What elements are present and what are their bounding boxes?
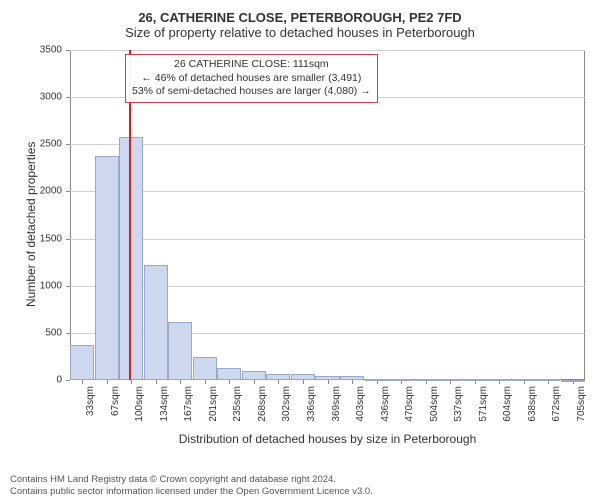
xtick-label: 134sqm	[159, 386, 170, 431]
histogram-bar	[561, 380, 585, 382]
histogram-bar	[95, 156, 119, 380]
histogram-bar	[70, 345, 94, 380]
ytick-label: 3000	[32, 92, 62, 103]
annotation-line3: 53% of semi-detached houses are larger (…	[132, 85, 371, 99]
histogram-bar	[487, 379, 511, 381]
xtick-mark	[352, 380, 353, 384]
ytick-label: 2500	[32, 139, 62, 150]
histogram-bar	[168, 322, 192, 380]
grid-line	[70, 50, 585, 51]
footer-copyright: Contains HM Land Registry data © Crown c…	[10, 474, 590, 486]
xtick-label: 504sqm	[429, 386, 440, 431]
histogram-bar	[414, 379, 438, 381]
chart-container: 26, CATHERINE CLOSE, PETERBOROUGH, PE2 7…	[10, 10, 590, 460]
xtick-label: 705sqm	[576, 386, 587, 431]
grid-line	[70, 144, 585, 145]
histogram-bar	[291, 374, 315, 380]
histogram-bar	[512, 379, 536, 381]
xtick-label: 369sqm	[331, 386, 342, 431]
histogram-bar	[193, 357, 217, 380]
xtick-mark	[107, 380, 108, 384]
xtick-mark	[278, 380, 279, 384]
annotation-line2: ← 46% of detached houses are smaller (3,…	[132, 72, 371, 86]
ytick-label: 2000	[32, 186, 62, 197]
xtick-label: 67sqm	[110, 386, 121, 431]
xtick-label: 638sqm	[527, 386, 538, 431]
annotation-box: 26 CATHERINE CLOSE: 111sqm ← 46% of deta…	[125, 54, 378, 103]
ytick-label: 500	[32, 327, 62, 338]
histogram-bar	[242, 371, 266, 380]
xtick-mark	[180, 380, 181, 384]
histogram-bar	[536, 379, 560, 381]
xtick-mark	[205, 380, 206, 384]
xtick-mark	[303, 380, 304, 384]
grid-line	[70, 191, 585, 192]
chart-title-subtitle: Size of property relative to detached ho…	[10, 25, 590, 40]
histogram-bar	[389, 379, 413, 381]
annotation-line1: 26 CATHERINE CLOSE: 111sqm	[132, 58, 371, 72]
xtick-label: 672sqm	[551, 386, 562, 431]
xtick-mark	[156, 380, 157, 384]
xtick-label: 167sqm	[183, 386, 194, 431]
histogram-bar	[119, 137, 143, 380]
histogram-bar	[438, 379, 462, 381]
xtick-mark	[328, 380, 329, 384]
ytick-label: 3500	[32, 45, 62, 56]
xtick-mark	[254, 380, 255, 384]
histogram-bar	[315, 376, 339, 380]
xtick-mark	[377, 380, 378, 384]
histogram-bar	[340, 376, 364, 380]
footer: Contains HM Land Registry data © Crown c…	[10, 474, 590, 498]
xtick-label: 470sqm	[404, 386, 415, 431]
xtick-label: 235sqm	[232, 386, 243, 431]
xtick-label: 537sqm	[453, 386, 464, 431]
xtick-label: 100sqm	[134, 386, 145, 431]
xtick-label: 201sqm	[208, 386, 219, 431]
ytick-mark	[66, 380, 70, 381]
chart-title-address: 26, CATHERINE CLOSE, PETERBOROUGH, PE2 7…	[10, 10, 590, 25]
ytick-label: 1500	[32, 233, 62, 244]
xtick-label: 33sqm	[85, 386, 96, 431]
xtick-label: 604sqm	[502, 386, 513, 431]
xtick-mark	[229, 380, 230, 384]
xtick-label: 571sqm	[478, 386, 489, 431]
xtick-mark	[401, 380, 402, 384]
ytick-label: 1000	[32, 280, 62, 291]
histogram-bar	[463, 379, 487, 381]
xtick-label: 302sqm	[281, 386, 292, 431]
xtick-label: 336sqm	[306, 386, 317, 431]
histogram-bar	[144, 265, 168, 380]
ytick-label: 0	[32, 375, 62, 386]
histogram-bar	[365, 379, 389, 381]
x-axis-label: Distribution of detached houses by size …	[70, 432, 585, 446]
xtick-label: 436sqm	[380, 386, 391, 431]
footer-license: Contains public sector information licen…	[10, 486, 590, 498]
xtick-label: 403sqm	[355, 386, 366, 431]
xtick-mark	[131, 380, 132, 384]
xtick-label: 268sqm	[257, 386, 268, 431]
histogram-bar	[266, 374, 290, 380]
grid-line	[70, 239, 585, 240]
histogram-bar	[217, 368, 241, 380]
xtick-mark	[82, 380, 83, 384]
